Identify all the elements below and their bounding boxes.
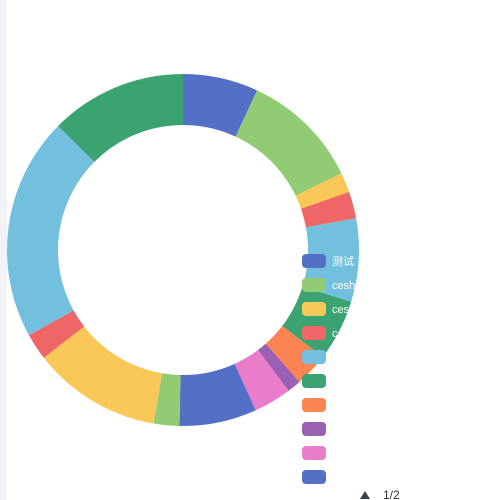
donut-slice-9[interactable]: [234, 350, 289, 411]
legend-swatch-1[interactable]: [302, 254, 326, 268]
donut-slice-2[interactable]: [235, 90, 342, 196]
legend-pager: 1/2: [360, 488, 400, 500]
donut-slices: [6, 74, 359, 426]
donut-slice-7[interactable]: [265, 325, 323, 382]
legend-label-4[interactable]: ceshi: [332, 328, 358, 340]
left-edge-strip: [0, 0, 7, 500]
legend-swatch-5[interactable]: [302, 350, 326, 364]
donut-slice-6[interactable]: [282, 286, 352, 357]
donut-slice-8[interactable]: [257, 343, 300, 391]
legend-swatch-6[interactable]: [302, 374, 326, 388]
legend: 测试 ceshi ceshi ceshi: [302, 254, 358, 484]
donut-slice-12[interactable]: [43, 326, 163, 424]
donut-slice-14[interactable]: [6, 125, 95, 336]
legend-swatch-3[interactable]: [302, 302, 326, 316]
legend-swatch-7[interactable]: [302, 398, 326, 412]
legend-swatch-4[interactable]: [302, 326, 326, 340]
donut-slice-13[interactable]: [28, 310, 85, 358]
legend-label-3[interactable]: ceshi: [332, 304, 358, 316]
legend-swatch-10[interactable]: [302, 470, 326, 484]
donut-slice-15[interactable]: [58, 74, 183, 162]
donut-slice-11[interactable]: [153, 373, 181, 426]
legend-prev-page-arrow-icon[interactable]: [360, 491, 370, 499]
donut-slice-1[interactable]: [183, 74, 258, 137]
legend-label-2[interactable]: ceshi: [332, 280, 358, 292]
legend-label-1[interactable]: 测试: [332, 255, 354, 268]
legend-swatch-2[interactable]: [302, 278, 326, 292]
donut-slice-4[interactable]: [301, 191, 357, 228]
legend-page-label: 1/2: [383, 488, 400, 500]
donut-slice-10[interactable]: [179, 363, 256, 426]
legend-swatch-9[interactable]: [302, 446, 326, 460]
legend-swatch-8[interactable]: [302, 422, 326, 436]
donut-slice-3[interactable]: [295, 173, 350, 209]
